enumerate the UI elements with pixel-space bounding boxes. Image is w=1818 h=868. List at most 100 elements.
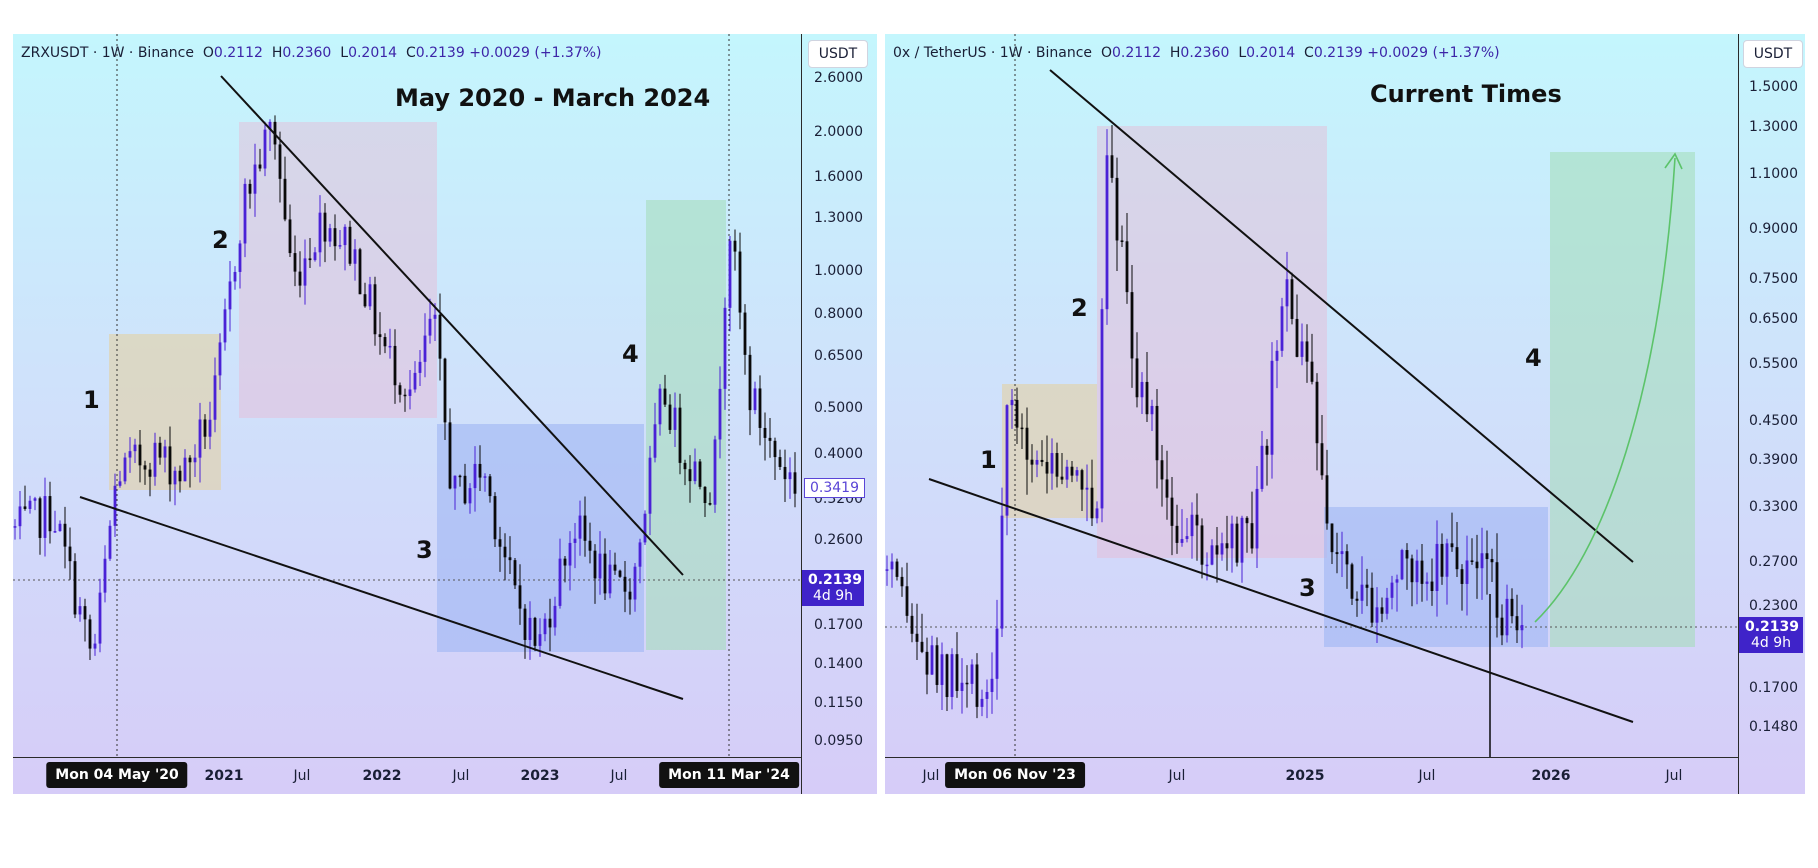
candle	[1190, 514, 1194, 537]
candle	[890, 561, 894, 570]
y-tick-label: 0.7500	[1749, 271, 1798, 287]
x-tick-label: Jul	[922, 768, 940, 784]
price-axis-left[interactable]: USDT 2.6000 2.0000 1.6000 1.3000 1.0000 …	[801, 34, 868, 794]
candle	[1400, 550, 1404, 580]
candle	[1315, 381, 1319, 444]
last-price-tag: 0.2139 4d 9h	[1739, 617, 1803, 653]
candle	[158, 442, 162, 458]
candle	[1285, 279, 1289, 307]
trendline-support	[79, 496, 684, 700]
candle	[768, 437, 772, 441]
time-axis-left[interactable]: 2 2021 Jul 2022 Jul 2023 Jul Mon 04 May …	[13, 757, 801, 794]
wave-label-4: 4	[622, 340, 639, 368]
symbol-label[interactable]: 0x / TetherUS · 1W · Binance	[893, 45, 1093, 61]
wave-label-2: 2	[212, 226, 229, 254]
candle	[1085, 487, 1089, 490]
candle	[915, 633, 919, 642]
last-price: 0.2139	[1745, 619, 1800, 635]
y-tick-label: 1.3000	[1749, 119, 1798, 135]
currency-unit-button[interactable]: USDT	[808, 40, 868, 68]
candle	[588, 540, 592, 551]
chart-panel-right[interactable]: 0x / TetherUS · 1W · Binance O 0.2112 H 0.…	[885, 34, 1805, 794]
y-tick-label: 0.1480	[1749, 719, 1798, 735]
candle	[1075, 470, 1079, 476]
bar-countdown: 4d 9h	[812, 588, 854, 604]
candle	[483, 476, 487, 478]
candle	[248, 183, 252, 194]
candle	[138, 444, 142, 466]
y-tick-label: 1.5000	[1749, 79, 1798, 95]
y-tick-label: 0.2700	[1749, 554, 1798, 570]
x-tick-label: Jul	[610, 768, 628, 784]
candle	[593, 550, 597, 579]
candle	[1235, 523, 1239, 563]
candle	[698, 461, 702, 487]
price-axis-right[interactable]: USDT 1.5000 1.3000 1.1000 0.9000 0.7500 …	[1738, 34, 1803, 794]
candle	[1350, 564, 1354, 599]
candle	[478, 463, 482, 478]
candle	[1225, 543, 1229, 549]
candle	[628, 591, 632, 600]
symbol-label[interactable]: ZRXUSDT · 1W · Binance	[21, 45, 194, 61]
candle	[713, 439, 717, 505]
candle	[443, 358, 447, 423]
candle	[1050, 453, 1054, 474]
zone-wave-2	[1097, 126, 1327, 558]
candle	[528, 617, 532, 640]
candle	[383, 337, 387, 347]
candle	[1275, 350, 1279, 361]
candle	[758, 388, 762, 428]
trendline-resistance	[220, 75, 684, 576]
candle	[163, 446, 167, 458]
candle	[453, 475, 457, 489]
candle	[423, 335, 427, 362]
candle	[1515, 616, 1519, 631]
close-label: C	[1304, 45, 1314, 61]
candle	[1360, 584, 1364, 601]
candle	[643, 513, 647, 543]
crosshair-date-label: Mon 04 May '20	[46, 762, 188, 788]
last-price-tag: 0.2139 4d 9h	[802, 570, 864, 606]
y-tick-label: 1.0000	[814, 263, 863, 279]
price-chart-right[interactable]	[885, 34, 1805, 794]
close-value: 0.2139	[415, 45, 465, 61]
candle	[910, 615, 914, 634]
candle	[598, 553, 602, 579]
candle	[608, 564, 612, 594]
candle	[1215, 545, 1219, 555]
candle	[203, 419, 207, 437]
candle	[363, 294, 367, 307]
candle	[1490, 559, 1494, 563]
y-tick-label: 0.3900	[1749, 452, 1798, 468]
candle	[293, 253, 297, 272]
candle	[353, 249, 357, 264]
candle	[468, 488, 472, 504]
candle	[188, 457, 192, 463]
candle	[88, 619, 92, 649]
candle	[473, 463, 477, 489]
time-axis-right[interactable]: Jul Jul 2025 Jul 2026 Jul Mon 06 Nov '23	[885, 757, 1738, 794]
candle	[463, 475, 467, 504]
candle	[773, 440, 777, 458]
price-chart-left[interactable]	[13, 34, 877, 794]
candle	[1495, 562, 1499, 618]
candle	[23, 506, 27, 509]
y-tick-label: 1.1000	[1749, 166, 1798, 182]
crosshair-date-label: Mon 11 Mar '24	[659, 762, 799, 788]
candle	[985, 691, 989, 699]
candle	[1430, 581, 1434, 591]
currency-unit-button[interactable]: USDT	[1743, 40, 1803, 68]
candle	[960, 682, 964, 691]
candle	[1250, 523, 1254, 549]
candle	[1480, 553, 1484, 569]
candle	[1320, 443, 1324, 476]
candle	[143, 465, 147, 470]
candle	[93, 643, 97, 649]
chart-panel-left[interactable]: ZRXUSDT · 1W · Binance O 0.2112 H 0.2360 L…	[13, 34, 877, 794]
candle	[658, 388, 662, 425]
candle	[113, 485, 117, 526]
candle	[1255, 488, 1259, 549]
candle	[1410, 558, 1414, 583]
candle	[1455, 547, 1459, 570]
x-tick-label: 2026	[1531, 768, 1571, 784]
